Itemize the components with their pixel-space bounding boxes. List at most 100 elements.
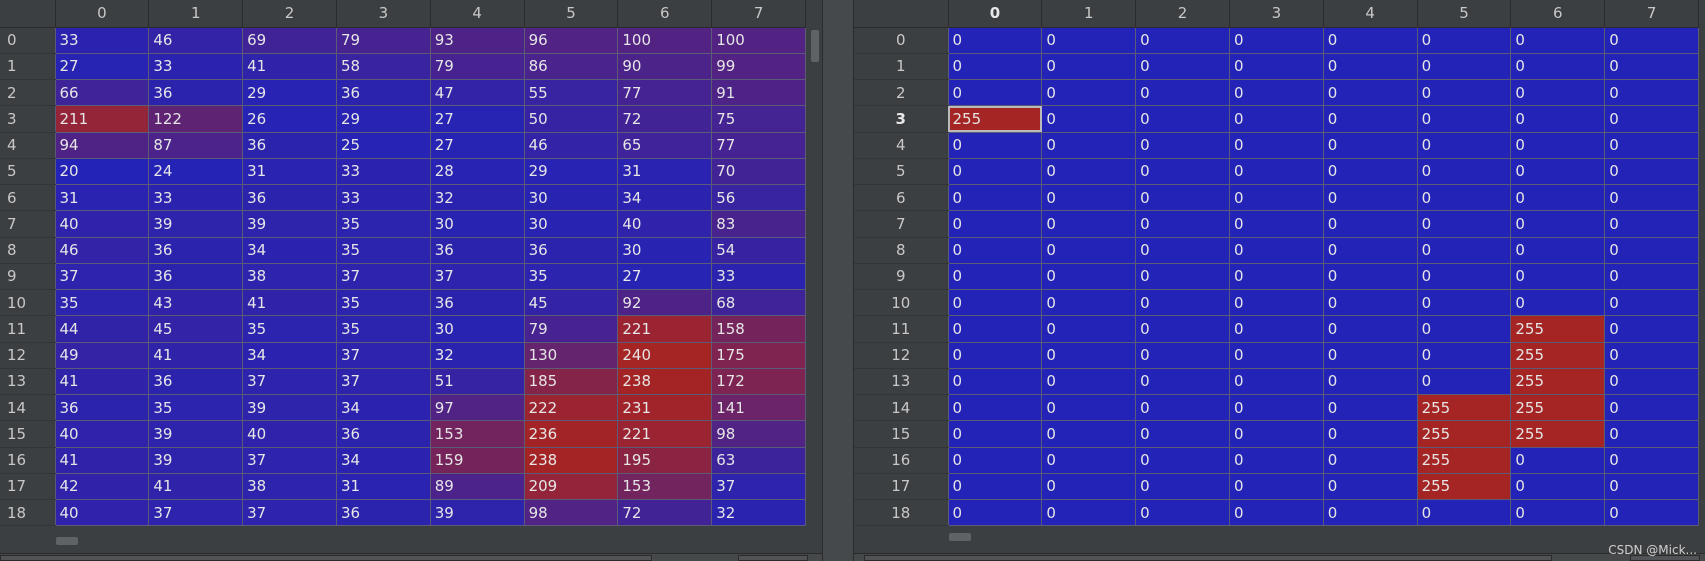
right-table-cell[interactable]: 0	[1510, 446, 1606, 474]
left-table-cell[interactable]: 40	[617, 210, 713, 238]
left-table-cell[interactable]: 37	[711, 472, 806, 501]
left-table-cell[interactable]: 37	[148, 498, 244, 527]
left-vertical-scrollbar[interactable]	[810, 27, 820, 535]
right-table-cell[interactable]: 0	[1041, 131, 1137, 159]
left-table-cell[interactable]: 27	[617, 262, 713, 291]
left-table-cell[interactable]: 42	[54, 472, 150, 501]
left-table-cell[interactable]: 47	[429, 78, 525, 107]
right-table-cell[interactable]: 0	[1228, 341, 1324, 369]
left-table-cell[interactable]: 35	[335, 236, 431, 264]
right-table-cell[interactable]: 0	[947, 315, 1043, 343]
left-table-cell[interactable]: 34	[617, 183, 713, 212]
left-table-cell[interactable]: 79	[429, 52, 525, 81]
right-table-cell[interactable]: 0	[1510, 472, 1606, 501]
right-table-cell[interactable]: 0	[947, 446, 1043, 474]
left-table-cell[interactable]: 38	[242, 472, 337, 501]
left-table-cell[interactable]: 175	[711, 341, 806, 369]
right-table-cell[interactable]: 0	[1135, 288, 1230, 317]
right-table-cell[interactable]: 0	[1604, 498, 1699, 527]
right-table-cell[interactable]: 0	[1135, 52, 1230, 81]
right-table-cell[interactable]: 0	[1322, 420, 1418, 448]
right-horizontal-scrollbar[interactable]	[948, 532, 1699, 542]
left-row-header[interactable]: 16	[0, 447, 55, 474]
right-table-cell[interactable]: 0	[947, 157, 1043, 186]
right-table-cell[interactable]: 0	[1322, 26, 1418, 54]
right-table-cell[interactable]: 0	[1322, 210, 1418, 238]
right-table-cell[interactable]: 0	[1322, 498, 1418, 527]
left-table-cell[interactable]: 236	[523, 420, 619, 448]
left-table-cell[interactable]: 89	[429, 472, 525, 501]
right-table-cell[interactable]: 0	[1228, 236, 1324, 264]
right-table-cell[interactable]: 0	[1041, 367, 1137, 396]
left-table-cell[interactable]: 240	[617, 341, 713, 369]
right-column-header[interactable]: 6	[1510, 0, 1606, 28]
right-table-cell[interactable]: 0	[1322, 183, 1418, 212]
right-table-cell[interactable]: 0	[1135, 236, 1230, 264]
right-row-header[interactable]: 13	[854, 368, 948, 396]
left-column-header[interactable]: 6	[617, 0, 713, 28]
left-row-header[interactable]: 8	[0, 237, 55, 264]
left-table-cell[interactable]: 30	[523, 183, 619, 212]
right-table-cell[interactable]: 0	[1510, 105, 1606, 133]
left-table-cell[interactable]: 46	[54, 236, 150, 264]
left-table-cell[interactable]: 238	[523, 446, 619, 474]
right-table-cell[interactable]: 0	[1041, 78, 1137, 107]
left-table-cell[interactable]: 231	[617, 393, 713, 422]
right-table-cell[interactable]: 0	[1228, 288, 1324, 317]
left-table-cell[interactable]: 72	[617, 498, 713, 527]
left-table-cell[interactable]: 158	[711, 315, 806, 343]
left-row-header[interactable]: 12	[0, 342, 55, 369]
right-table-cell[interactable]: 0	[1510, 131, 1606, 159]
left-table-cell[interactable]: 41	[54, 367, 150, 396]
left-column-header[interactable]: 3	[336, 0, 431, 28]
right-table-cell[interactable]: 0	[1322, 341, 1418, 369]
right-table-cell[interactable]: 255	[1510, 341, 1606, 369]
left-row-header[interactable]: 0	[0, 27, 55, 54]
right-row-header[interactable]: 18	[854, 499, 948, 527]
right-table-cell[interactable]: 0	[1416, 157, 1512, 186]
right-table-cell[interactable]: 0	[1416, 131, 1512, 159]
right-table-cell[interactable]: 0	[1322, 393, 1418, 422]
right-table-cell[interactable]: 0	[1510, 157, 1606, 186]
left-table-cell[interactable]: 34	[335, 446, 431, 474]
left-table-cell[interactable]: 24	[148, 157, 244, 186]
right-table-cell[interactable]: 0	[1604, 157, 1699, 186]
right-table-cell[interactable]: 0	[1228, 157, 1324, 186]
right-row-header[interactable]: 0	[854, 27, 948, 54]
right-table-cell[interactable]: 0	[1041, 236, 1137, 264]
right-table-cell[interactable]: 0	[1322, 157, 1418, 186]
left-corner-header[interactable]	[0, 0, 56, 28]
right-table-cell[interactable]: 255	[1510, 393, 1606, 422]
right-table-cell[interactable]: 0	[1041, 105, 1137, 133]
left-table-cell[interactable]: 44	[54, 315, 150, 343]
left-table-cell[interactable]: 159	[429, 446, 525, 474]
left-table-cell[interactable]: 39	[242, 393, 337, 422]
right-table-cell[interactable]: 0	[1510, 52, 1606, 81]
right-table-cell[interactable]: 0	[1135, 420, 1230, 448]
right-table-cell[interactable]: 0	[1322, 472, 1418, 501]
right-table-cell[interactable]: 0	[947, 183, 1043, 212]
right-row-header[interactable]: 2	[854, 79, 948, 107]
right-table-cell[interactable]: 0	[1510, 498, 1606, 527]
right-table-cell[interactable]: 0	[1604, 393, 1699, 422]
left-table-cell[interactable]: 30	[617, 236, 713, 264]
left-table-cell[interactable]: 31	[335, 472, 431, 501]
left-table-cell[interactable]: 31	[617, 157, 713, 186]
left-table-cell[interactable]: 29	[335, 105, 431, 133]
right-row-header[interactable]: 11	[854, 315, 948, 343]
right-table-cell[interactable]: 0	[947, 210, 1043, 238]
left-table-cell[interactable]: 92	[617, 288, 713, 317]
left-row-header[interactable]: 18	[0, 499, 55, 527]
left-table-cell[interactable]: 43	[148, 288, 244, 317]
left-table-cell[interactable]: 46	[523, 131, 619, 159]
right-table-cell[interactable]: 0	[947, 498, 1043, 527]
right-table-cell[interactable]: 0	[1416, 105, 1512, 133]
right-table-cell[interactable]: 0	[1604, 341, 1699, 369]
left-table-cell[interactable]: 40	[242, 420, 337, 448]
right-table-cell[interactable]: 0	[1604, 236, 1699, 264]
right-table-cell[interactable]: 255	[1416, 446, 1512, 474]
left-table-cell[interactable]: 97	[429, 393, 525, 422]
left-table-cell[interactable]: 83	[711, 210, 806, 238]
right-column-header[interactable]: 4	[1323, 0, 1418, 28]
left-table-cell[interactable]: 66	[54, 78, 150, 107]
